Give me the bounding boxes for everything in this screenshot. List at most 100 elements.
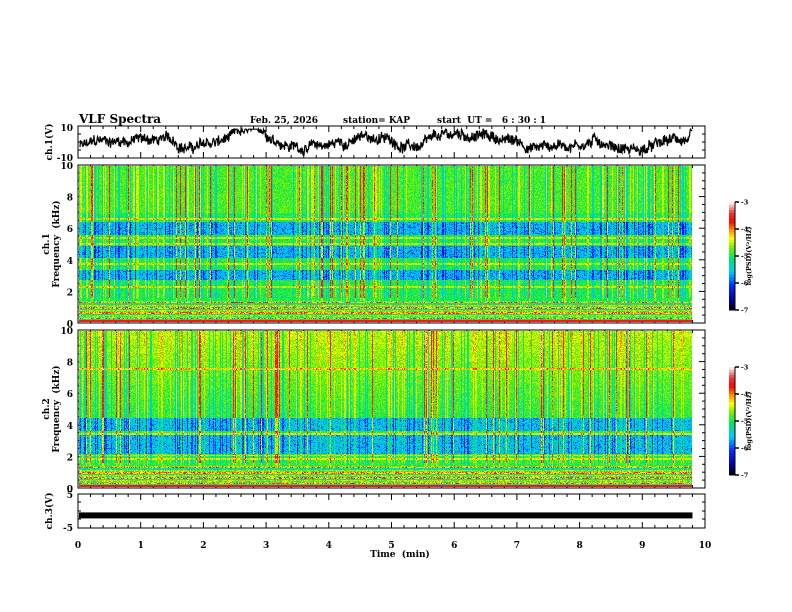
ch2-colorbar: -3 -4 -5 -6 -7 log(PSD)(V²/Hz): [729, 364, 753, 480]
colorbar-tick-label: -7: [741, 472, 748, 480]
colorbar-segment: [729, 377, 735, 381]
y-tick-label: 4: [67, 257, 73, 267]
ch2-colorbar-ticks: -3 -4 -5 -6 -7: [735, 364, 749, 480]
time-axis-ticklabels: 0 1 2 3 4 5 6 7 8 9 10: [75, 541, 711, 551]
colorbar-segment: [729, 301, 735, 306]
y-tick-label: 8: [67, 194, 73, 204]
colorbar-segment: [729, 429, 735, 433]
colorbar-segment: [729, 204, 735, 208]
ch1-spectrogram-yticklabels: 0 2 4 6 8 10: [60, 162, 73, 330]
colorbar-segment: [729, 296, 735, 300]
colorbar-segment: [729, 280, 735, 284]
x-tick-label: 5: [388, 541, 394, 551]
colorbar-segment: [729, 274, 735, 279]
ch3-waveform-panel: 5 -5 ch.3(V) 0 1 2 3 4 5 6 7 8 9 10 Time (min): [44, 491, 711, 560]
x-tick-label: 7: [514, 541, 520, 551]
colorbar-segment: [729, 418, 735, 422]
colorbar-segment: [729, 469, 735, 473]
colorbar-segment: [729, 450, 735, 454]
colorbar-segment: [729, 423, 735, 427]
colorbar-segment: [729, 212, 735, 216]
x-tick-label: 3: [263, 541, 269, 551]
ch3-waveform-ticks: [77, 494, 706, 528]
colorbar-segment: [729, 247, 735, 252]
y-tick-label: 8: [67, 359, 73, 369]
colorbar-segment: [729, 385, 735, 390]
colorbar-segment: [729, 412, 735, 417]
colorbar-segment: [729, 215, 735, 219]
colorbar-segment: [729, 464, 735, 468]
colorbar-segment: [729, 239, 735, 243]
ch1-ytick-bottom: -10: [57, 154, 73, 164]
colorbar-segment: [729, 367, 735, 371]
colorbar-tick-label: -3: [741, 364, 749, 372]
y-tick-label: 2: [67, 453, 73, 463]
ch2-colorbar-label: log(PSD)(V²/Hz): [745, 392, 753, 451]
colorbar-segment: [729, 396, 735, 400]
ch1-ylabel: ch.1(V): [44, 124, 55, 161]
colorbar-segment: [729, 380, 735, 384]
colorbar-segment: [729, 372, 735, 376]
colorbar-segment: [729, 458, 735, 462]
ch1-colorbar-ticks: -3 -4 -5 -6 -7: [735, 199, 749, 315]
ch1-spectrogram-ylabel-frequency: Frequency (kHz): [51, 200, 62, 287]
ch2-colorbar-gradient: [729, 367, 736, 476]
ch2-spectrogram-ylabel-channel: ch.2: [42, 398, 52, 419]
x-tick-label: 10: [699, 541, 712, 551]
colorbar-segment: [729, 266, 735, 270]
y-tick-label: 0: [67, 485, 73, 495]
colorbar-segment: [729, 407, 735, 411]
colorbar-segment: [729, 245, 735, 249]
x-tick-label: 9: [639, 541, 645, 551]
y-tick-label: 0: [67, 320, 73, 330]
ch1-colorbar: -3 -4 -5 -6 -7 log(PSD)(V²/Hz): [729, 199, 753, 315]
colorbar-segment: [729, 253, 735, 257]
colorbar-segment: [729, 434, 735, 438]
y-tick-label: 2: [67, 288, 73, 298]
colorbar-segment: [729, 394, 735, 398]
ch2-spectrogram-image: [79, 331, 692, 487]
colorbar-segment: [729, 437, 735, 441]
ch1-colorbar-label: log(PSD)(V²/Hz): [745, 227, 753, 286]
y-tick-label: 10: [60, 327, 73, 337]
colorbar-segment: [729, 226, 735, 230]
colorbar-segment: [729, 256, 735, 260]
colorbar-segment: [729, 210, 735, 214]
x-tick-label: 1: [138, 541, 144, 551]
colorbar-segment: [729, 299, 735, 303]
colorbar-segment: [729, 269, 735, 273]
colorbar-segment: [729, 264, 735, 268]
colorbar-segment: [729, 207, 735, 211]
colorbar-segment: [729, 293, 735, 297]
colorbar-segment: [729, 223, 735, 227]
ch3-waveform-trace: [79, 512, 693, 519]
y-tick-label: 6: [67, 225, 73, 235]
time-axis-label: Time (min): [370, 549, 430, 560]
start-ut-label: start UT = 6 : 30 : 1: [437, 116, 546, 126]
colorbar-segment: [729, 448, 735, 452]
colorbar-segment: [729, 439, 735, 444]
colorbar-segment: [729, 472, 735, 476]
colorbar-segment: [729, 202, 735, 206]
colorbar-segment: [729, 242, 735, 246]
colorbar-segment: [729, 291, 735, 295]
colorbar-segment: [729, 375, 735, 379]
colorbar-tick-label: -3: [741, 199, 749, 207]
ch1-spectrogram-image: [79, 166, 692, 322]
colorbar-segment: [729, 285, 735, 289]
x-tick-label: 2: [200, 541, 206, 551]
ch1-colorbar-gradient: [729, 202, 736, 311]
colorbar-segment: [729, 453, 735, 457]
colorbar-segment: [729, 466, 735, 471]
station-label: station= KAP: [343, 116, 410, 126]
colorbar-tick-label: -6: [741, 280, 749, 288]
colorbar-segment: [729, 431, 735, 435]
colorbar-tick-label: -5: [741, 253, 749, 261]
colorbar-segment: [729, 388, 735, 392]
ch1-waveform-panel: 10 -10 ch.1(V): [44, 124, 706, 164]
colorbar-tick-label: -7: [741, 307, 748, 315]
colorbar-segment: [729, 383, 735, 387]
colorbar-segment: [729, 283, 735, 287]
ch1-spectrogram-ylabel-channel: ch.1: [42, 233, 52, 254]
colorbar-segment: [729, 410, 735, 414]
